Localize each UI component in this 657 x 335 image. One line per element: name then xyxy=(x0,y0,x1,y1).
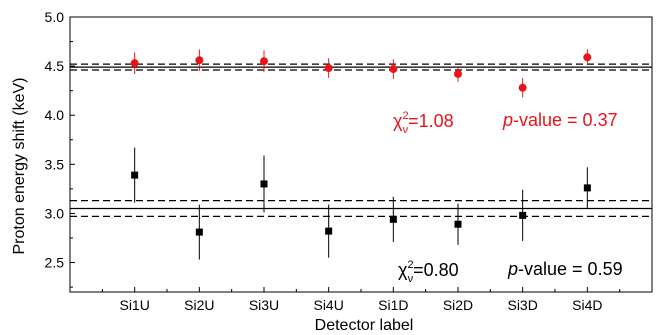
y-axis-ticks: 2.5 3.0 3.5 4.0 4.5 5.0 xyxy=(45,9,75,288)
chi-subscript: ν xyxy=(408,273,414,285)
chi-subscript: ν xyxy=(403,124,409,136)
y-tick-label-1: 3.0 xyxy=(45,205,65,221)
point-0-4 xyxy=(389,65,398,74)
x-tick-label-6: Si3D xyxy=(507,297,537,313)
plot-border xyxy=(69,16,653,293)
reference-lines xyxy=(70,63,652,218)
chi-symbol: χ xyxy=(393,111,403,131)
y-tick-label-5: 5.0 xyxy=(45,9,65,25)
point-0-1 xyxy=(195,56,204,65)
chi-value: =1.08 xyxy=(408,111,454,131)
point-0-6 xyxy=(518,83,527,92)
point-0-2 xyxy=(260,57,268,66)
x-tick-label-5: Si2D xyxy=(443,297,473,313)
point-1-5 xyxy=(454,220,462,228)
chi-symbol: χ xyxy=(398,260,408,280)
point-1-0 xyxy=(131,171,139,179)
point-1-1 xyxy=(195,228,203,236)
x-tick-label-7: Si4D xyxy=(572,297,602,313)
x-tick-label-3: Si4U xyxy=(313,297,343,313)
y-tick-label-4: 4.5 xyxy=(45,58,65,74)
p-value-annotation-black: p-value = 0.59 xyxy=(507,259,623,279)
plot-frame xyxy=(69,16,653,293)
point-0-0 xyxy=(130,59,139,68)
x-tick-label-0: Si1U xyxy=(119,297,149,313)
y-tick-label-0: 2.5 xyxy=(45,255,65,271)
y-axis-title: Proton energy shift (keV) xyxy=(11,78,28,255)
x-tick-label-2: Si3U xyxy=(249,297,279,313)
chi-superscript: 2 xyxy=(407,259,413,271)
chi-square-annotation-red: χ2 ν=1.08 xyxy=(393,110,454,136)
point-0-7 xyxy=(583,53,592,62)
point-1-6 xyxy=(519,211,527,219)
point-0-5 xyxy=(454,69,462,78)
p-value: -value = 0.37 xyxy=(513,110,618,130)
y-tick-label-2: 3.5 xyxy=(45,156,65,172)
data-marks xyxy=(130,49,592,260)
point-1-2 xyxy=(260,180,268,188)
point-1-4 xyxy=(389,215,397,223)
x-tick-label-1: Si2U xyxy=(184,297,214,313)
chi-value: =0.80 xyxy=(413,260,459,280)
x-axis-title: Detector label xyxy=(315,317,414,334)
chi-square-annotation-black: χ2 ν=0.80 xyxy=(398,259,459,285)
y-tick-label-3: 4.0 xyxy=(45,107,65,123)
point-1-3 xyxy=(325,227,333,235)
p-value-annotation-red: p-value = 0.37 xyxy=(502,110,618,130)
chi-superscript: 2 xyxy=(402,110,408,122)
point-1-7 xyxy=(583,184,591,192)
p-label: p xyxy=(507,259,518,279)
p-value: -value = 0.59 xyxy=(518,259,623,279)
x-tick-label-4: Si1D xyxy=(378,297,408,313)
x-axis-ticks: Si1U Si2U Si3U Si4U Si1D Si2D Si3D Si4D xyxy=(101,287,621,313)
point-0-3 xyxy=(324,64,333,73)
p-label: p xyxy=(502,110,513,130)
